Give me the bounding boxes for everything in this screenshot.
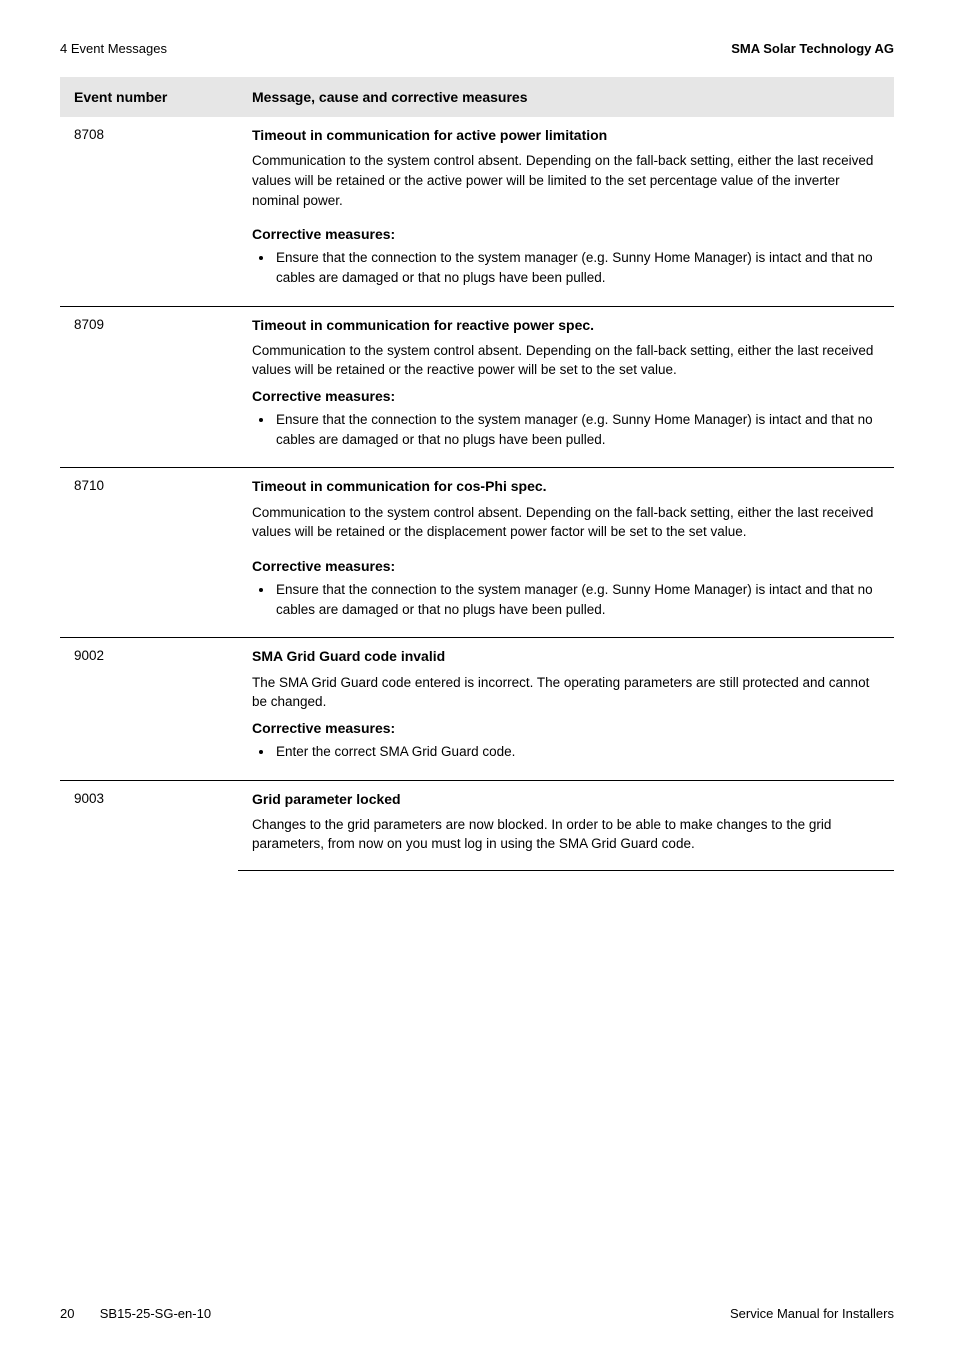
corrective-label: Corrective measures: [252, 718, 880, 738]
footer-page: 20 [60, 1306, 74, 1321]
col-message: Message, cause and corrective measures [238, 77, 894, 117]
event-number: 8710 [60, 468, 238, 638]
event-table: Event number Message, cause and correcti… [60, 77, 894, 871]
event-body: The SMA Grid Guard code entered is incor… [252, 673, 880, 712]
table-row: 9003 Grid parameter locked Changes to th… [60, 780, 894, 870]
corrective-label: Corrective measures: [252, 224, 880, 244]
event-body: Communication to the system control abse… [252, 341, 880, 380]
footer-right: Service Manual for Installers [730, 1305, 894, 1324]
table-row: 8709 Timeout in communication for reacti… [60, 306, 894, 468]
corrective-bullet: Enter the correct SMA Grid Guard code. [274, 742, 880, 762]
table-row: 8708 Timeout in communication for active… [60, 117, 894, 306]
table-row: 8710 Timeout in communication for cos-Ph… [60, 468, 894, 638]
footer-doc: SB15-25-SG-en-10 [100, 1306, 211, 1321]
corrective-label: Corrective measures: [252, 386, 880, 406]
corrective-bullet: Ensure that the connection to the system… [274, 410, 880, 449]
event-title: SMA Grid Guard code invalid [252, 646, 880, 666]
corrective-bullet: Ensure that the connection to the system… [274, 580, 880, 619]
event-body: Communication to the system control abse… [252, 503, 880, 542]
event-body: Changes to the grid parameters are now b… [252, 815, 880, 854]
event-title: Timeout in communication for cos-Phi spe… [252, 476, 880, 496]
header-left: 4 Event Messages [60, 40, 167, 59]
event-number: 8709 [60, 306, 238, 468]
header-right: SMA Solar Technology AG [731, 40, 894, 59]
event-number: 9003 [60, 780, 238, 870]
corrective-bullet: Ensure that the connection to the system… [274, 248, 880, 287]
event-title: Timeout in communication for active powe… [252, 125, 880, 145]
table-row: 9002 SMA Grid Guard code invalid The SMA… [60, 638, 894, 780]
event-title: Grid parameter locked [252, 789, 880, 809]
event-number: 9002 [60, 638, 238, 780]
event-title: Timeout in communication for reactive po… [252, 315, 880, 335]
corrective-label: Corrective measures: [252, 556, 880, 576]
col-event-number: Event number [60, 77, 238, 117]
event-body: Communication to the system control abse… [252, 151, 880, 210]
event-number: 8708 [60, 117, 238, 306]
